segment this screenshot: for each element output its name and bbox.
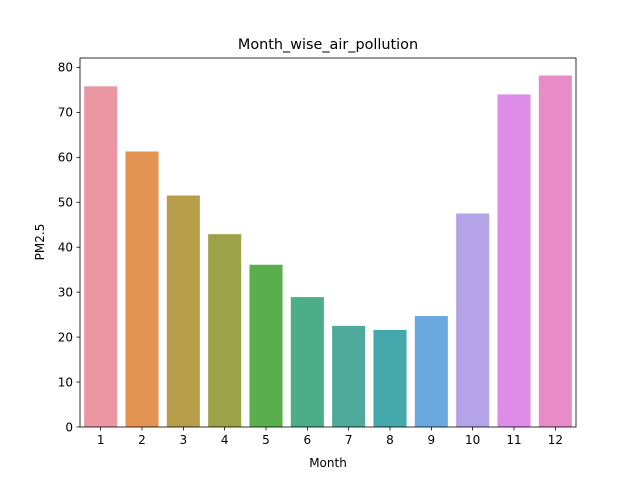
x-tick-label-1: 1 <box>97 433 105 447</box>
bars-layer <box>84 75 572 428</box>
x-axis-label: Month <box>309 456 347 470</box>
x-tick-label-2: 2 <box>138 433 146 447</box>
y-tick-label-0: 0 <box>65 420 73 434</box>
x-tick-label-7: 7 <box>345 433 353 447</box>
y-tick-label-40: 40 <box>58 241 73 255</box>
plot-frame <box>79 57 577 428</box>
bar-2 <box>125 151 159 428</box>
bar-6 <box>290 297 324 427</box>
y-tick-label-50: 50 <box>58 196 73 210</box>
y-tick-label-20: 20 <box>58 330 73 344</box>
x-tick-label-10: 10 <box>465 433 480 447</box>
bar-4 <box>208 234 242 427</box>
y-tick-label-30: 30 <box>58 285 73 299</box>
x-tick-label-9: 9 <box>428 433 436 447</box>
bar-1 <box>84 86 118 427</box>
x-tick-label-8: 8 <box>386 433 394 447</box>
x-tick-label-3: 3 <box>180 433 188 447</box>
bar-12 <box>538 75 572 427</box>
bar-3 <box>166 195 200 427</box>
bar-7 <box>332 325 366 427</box>
y-axis-label: PM2.5 <box>33 224 47 261</box>
x-tick-label-5: 5 <box>262 433 270 447</box>
bar-11 <box>497 94 531 427</box>
bar-10 <box>456 213 490 427</box>
bar-5 <box>249 264 283 427</box>
bar-8 <box>373 329 407 427</box>
x-tick-label-12: 12 <box>548 433 563 447</box>
chart-title: Month_wise_air_pollution <box>238 37 418 53</box>
x-tick-label-6: 6 <box>304 433 312 447</box>
y-tick-label-80: 80 <box>58 61 73 75</box>
bar-9 <box>414 315 448 427</box>
y-tick-label-70: 70 <box>58 106 73 120</box>
x-tick-label-11: 11 <box>506 433 521 447</box>
y-tick-label-10: 10 <box>58 375 73 389</box>
y-tick-label-60: 60 <box>58 151 73 165</box>
x-tick-label-4: 4 <box>221 433 229 447</box>
